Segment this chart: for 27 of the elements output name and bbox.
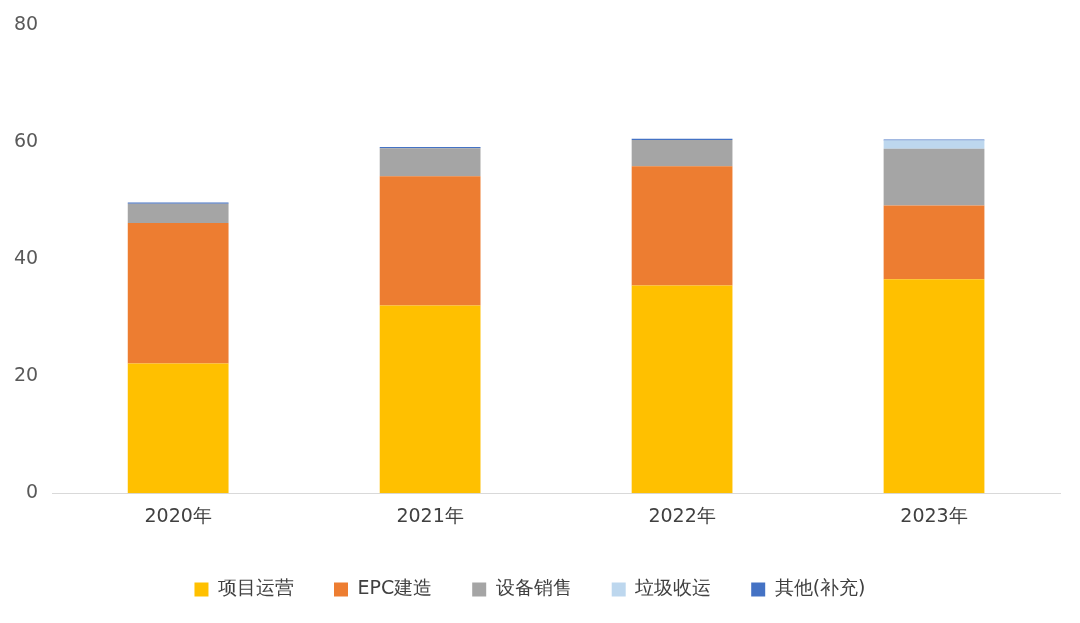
bar [127, 223, 229, 364]
y-tick-label: 20 [13, 363, 39, 386]
bar [379, 176, 481, 306]
x-tick-label: 2023年 [900, 503, 968, 526]
bar [883, 148, 985, 206]
legend-label: 垃圾收运 [634, 576, 712, 599]
y-tick-label: 0 [26, 480, 39, 503]
bar [631, 285, 733, 494]
legend-label: 其他(补充) [774, 576, 866, 599]
bar [631, 140, 733, 167]
x-tick-label: 2021年 [396, 503, 464, 526]
bar [883, 140, 985, 149]
x-tick-label: 2022年 [648, 503, 716, 526]
bar [883, 279, 985, 494]
bar [379, 148, 481, 177]
legend-label: EPC建造 [357, 576, 433, 599]
y-tick-label: 80 [13, 12, 39, 35]
bar [379, 305, 481, 494]
bar [127, 363, 229, 494]
legend-label: 设备销售 [495, 576, 572, 599]
bar [631, 166, 733, 286]
x-tick-label: 2020年 [144, 503, 212, 526]
legend-label: 项目运营 [217, 576, 294, 599]
bar [883, 205, 985, 280]
y-tick-label: 40 [13, 246, 39, 269]
y-tick-label: 60 [13, 129, 39, 152]
bar [127, 203, 229, 224]
